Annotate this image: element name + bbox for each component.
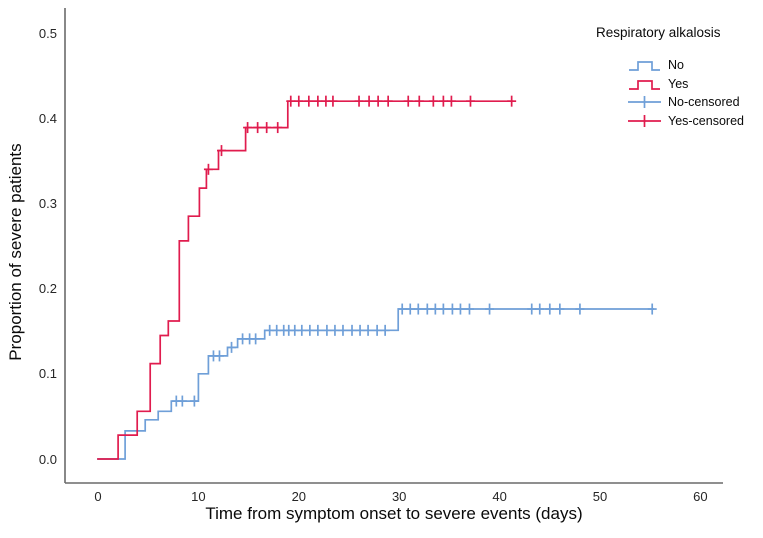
censored-plus-icon: [628, 96, 661, 109]
censored-marks-no: [171, 303, 657, 407]
x-tick-label: 40: [492, 489, 507, 504]
x-axis-title: Time from symptom onset to severe events…: [205, 504, 583, 523]
y-tick-label: 0.0: [38, 451, 57, 467]
legend-item-yes: Yes: [628, 75, 762, 94]
legend-item-label: No-censored: [668, 95, 740, 110]
x-tick-label: 30: [391, 489, 407, 504]
x-tick-label: 60: [693, 489, 708, 504]
legend-item-label: No: [668, 58, 684, 73]
censored-marks-yes: [203, 95, 517, 175]
x-tick-label: 20: [291, 489, 307, 504]
x-tick-label: 50: [592, 489, 608, 504]
legend-item-no: No: [628, 56, 762, 75]
censored-plus-icon: [628, 115, 661, 128]
legend-item-no-censored: No-censored: [628, 93, 762, 112]
legend-title: Respiratory alkalosis: [596, 25, 721, 40]
legend-item-yes-censored: Yes-censored: [628, 112, 762, 131]
x-tick-label: 0: [94, 489, 102, 504]
legend-item-label: Yes-censored: [668, 114, 744, 129]
legend-items: No Yes No-censored Yes-censored: [628, 56, 762, 130]
step-line-icon: [629, 61, 660, 72]
y-axis-title: Proportion of severe patients: [6, 143, 25, 361]
y-tick-label: 0.3: [38, 195, 57, 211]
x-tick-label: 10: [191, 489, 206, 504]
y-tick-label: 0.1: [38, 366, 57, 382]
y-tick-label: 0.4: [38, 110, 57, 126]
step-line-icon: [629, 80, 660, 90]
legend: Respiratory alkalosis No Yes No-censored Ye…: [596, 25, 762, 130]
legend-item-label: Yes: [668, 76, 689, 91]
series-line-no: [97, 308, 655, 460]
y-tick-label: 0.5: [38, 25, 57, 41]
y-tick-label: 0.2: [38, 281, 57, 297]
series-line-yes: [97, 100, 514, 460]
